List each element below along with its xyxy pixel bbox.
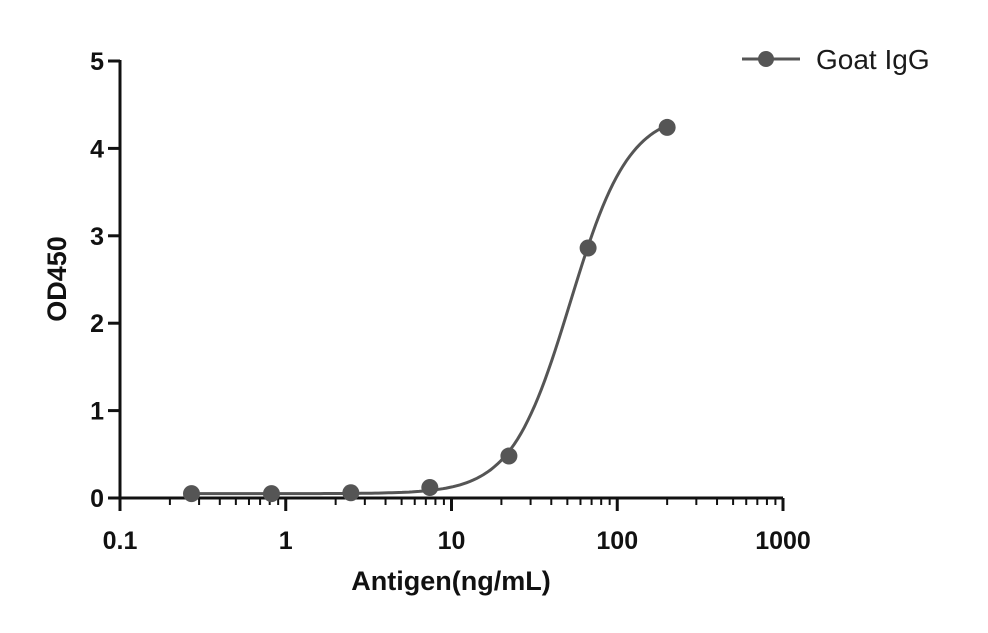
data-point [500, 447, 518, 465]
y-tick-label: 4 [90, 135, 104, 163]
y-axis: 0 1 2 3 4 5 OD450 [42, 48, 122, 513]
x-tick-label: 0.1 [103, 527, 138, 555]
x-tick-label: 100 [596, 527, 638, 555]
plot-area [182, 118, 676, 503]
data-point [182, 485, 200, 503]
y-tick-label: 2 [90, 310, 104, 338]
data-point [262, 485, 280, 503]
x-tick-label: 10 [438, 527, 466, 555]
legend-marker [758, 51, 774, 67]
y-tick-label: 5 [90, 48, 104, 76]
data-point [658, 118, 676, 136]
x-tick-label: 1 [279, 527, 293, 555]
x-axis-title: Antigen(ng/mL) [351, 566, 550, 596]
y-tick-label: 1 [90, 398, 104, 426]
x-tick-label: 1000 [755, 527, 811, 555]
legend-label: Goat IgG [816, 44, 930, 75]
y-tick-label: 0 [90, 485, 104, 513]
data-point [421, 479, 439, 497]
fit-curve-goat-igg [191, 123, 668, 496]
data-point [579, 239, 597, 257]
y-tick-label: 3 [90, 223, 104, 251]
legend: Goat IgG [742, 44, 930, 75]
y-axis-title: OD450 [42, 236, 72, 322]
data-point [342, 484, 360, 502]
x-axis: 0.1 1 10 100 1000 Antigen(ng/mL) [103, 496, 811, 596]
